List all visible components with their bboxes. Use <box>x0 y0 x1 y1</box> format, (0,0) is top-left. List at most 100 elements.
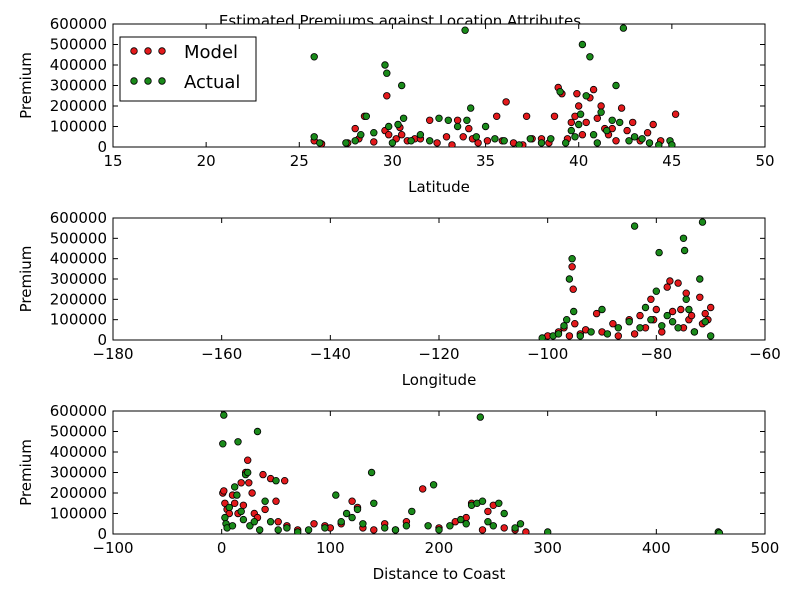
actual-point <box>616 118 624 127</box>
actual-point <box>603 126 611 135</box>
actual-point <box>408 507 416 516</box>
x-tick-label: 200 <box>425 539 454 557</box>
x-tick-label: 30 <box>383 152 402 170</box>
actual-point <box>547 135 555 143</box>
y-tick-label: 0 <box>97 525 107 543</box>
model-point <box>682 289 690 297</box>
model-point <box>261 505 269 514</box>
points-group <box>219 411 724 534</box>
model-point <box>442 133 451 141</box>
actual-point <box>237 507 245 516</box>
model-point <box>220 487 228 495</box>
model-point <box>493 112 501 120</box>
actual-point <box>362 112 370 120</box>
plot-frame <box>112 410 766 535</box>
actual-point <box>495 499 503 507</box>
actual-point <box>233 491 241 499</box>
legend-model-markers <box>130 47 166 55</box>
model-point <box>274 518 282 526</box>
y-tick-label: 100000 <box>50 311 107 329</box>
model-point <box>573 89 581 98</box>
y-tick-label: 400000 <box>50 443 107 461</box>
actual-point <box>674 324 682 332</box>
legend-model-marker <box>144 47 152 55</box>
actual-point <box>630 133 639 141</box>
actual-point <box>582 92 590 100</box>
x-tick-label: 40 <box>569 152 588 170</box>
actual-point <box>538 334 546 340</box>
model-point <box>259 470 267 479</box>
actual-point <box>668 318 677 326</box>
actual-point <box>310 133 318 141</box>
actual-point <box>491 135 499 143</box>
actual-point <box>221 513 229 522</box>
y-axis-label: Premium <box>17 246 35 313</box>
actual-point <box>435 114 443 122</box>
actual-point <box>453 122 462 131</box>
actual-point <box>398 81 406 90</box>
actual-point <box>612 81 620 90</box>
actual-point <box>348 513 356 522</box>
actual-point <box>228 522 237 530</box>
actual-point <box>272 477 280 485</box>
actual-point <box>461 26 469 34</box>
actual-point <box>556 87 564 96</box>
model-point <box>474 139 482 147</box>
legend: Model Actual <box>119 36 257 102</box>
x-tick-label: −120 <box>418 345 459 363</box>
model-point <box>522 112 531 120</box>
actual-point <box>359 520 367 528</box>
y-tick-label: 400000 <box>50 56 107 74</box>
x-tick-label: −180 <box>92 345 133 363</box>
actual-point <box>321 524 329 532</box>
model-point <box>426 116 434 124</box>
actual-point <box>381 524 389 532</box>
model-point <box>248 489 256 497</box>
model-point <box>459 133 467 141</box>
x-axis-label: Distance to Coast <box>373 565 506 583</box>
actual-point <box>239 515 248 524</box>
actual-point <box>567 126 575 135</box>
actual-point <box>544 528 552 534</box>
model-point <box>575 102 583 110</box>
actual-point <box>399 114 408 122</box>
actual-point <box>426 137 434 145</box>
model-point <box>522 528 530 534</box>
model-point <box>623 126 631 135</box>
actual-point <box>663 311 671 320</box>
actual-point <box>603 330 612 338</box>
actual-point <box>619 24 628 32</box>
model-point <box>647 295 655 303</box>
model-point <box>483 137 492 145</box>
legend-actual-marker <box>144 77 152 85</box>
actual-point <box>537 139 546 147</box>
model-point <box>550 112 559 120</box>
actual-point <box>587 328 595 336</box>
actual-point <box>680 246 689 255</box>
model-point <box>433 139 441 147</box>
model-point <box>465 124 473 133</box>
model-point <box>652 305 660 314</box>
y-tick-label: 100000 <box>50 118 107 136</box>
actual-point <box>383 69 391 77</box>
actual-point <box>696 275 704 283</box>
actual-point <box>658 322 666 330</box>
actual-point <box>598 305 606 314</box>
model-point <box>701 309 709 318</box>
model-point <box>636 311 644 320</box>
model-point <box>567 118 575 127</box>
x-tick-label: 0 <box>217 539 227 557</box>
actual-point <box>266 518 275 526</box>
actual-point <box>220 411 228 419</box>
actual-point <box>516 520 525 528</box>
model-point <box>569 285 577 293</box>
model-point <box>351 124 359 133</box>
actual-point <box>597 108 605 116</box>
model-point <box>245 479 253 487</box>
y-tick-label: 600000 <box>50 15 107 33</box>
model-point <box>484 507 492 516</box>
model-point <box>239 501 248 509</box>
legend-actual-label: Actual <box>184 72 240 93</box>
model-point <box>398 130 406 139</box>
